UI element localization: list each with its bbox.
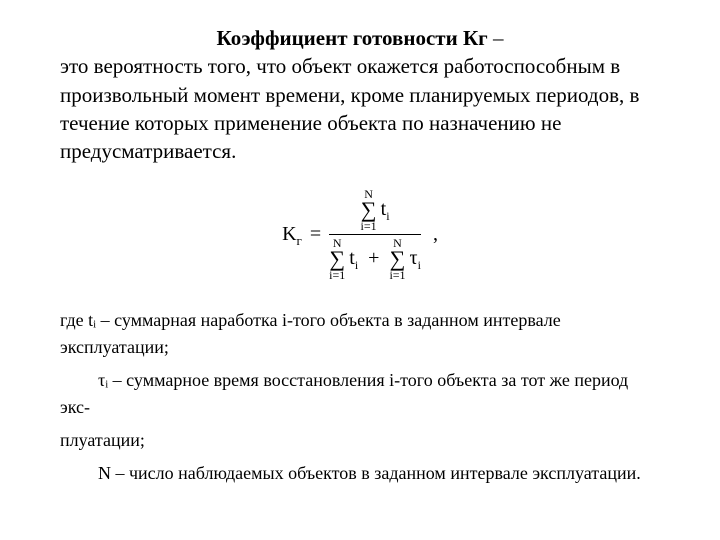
var-t-sub: i: [386, 209, 389, 223]
numerator: N ∑ i=1 ti: [361, 188, 390, 232]
lhs-base: K: [282, 223, 296, 245]
denominator: N ∑ i=1 ti + N ∑ i=1: [329, 237, 421, 281]
equals-sign: =: [310, 223, 321, 246]
formula-block: Kг = N ∑ i=1 ti: [60, 188, 660, 281]
sum-symbol: N ∑ i=1: [361, 188, 377, 232]
legend-line-2a: τᵢ – суммарное время восстановления i-то…: [60, 367, 660, 421]
denominator-term-2: N ∑ i=1 τi: [389, 237, 421, 281]
fraction-bar: [329, 234, 421, 235]
sum-lower: i=1: [329, 269, 345, 281]
var-t: ti: [381, 198, 390, 221]
legend-block: где tᵢ – суммарная наработка i-того объе…: [60, 307, 660, 487]
sum-symbol: N ∑ i=1: [329, 237, 345, 281]
plus-sign: +: [368, 247, 379, 270]
legend-line-1: где tᵢ – суммарная наработка i-того объе…: [60, 307, 660, 361]
var-tau-base: τ: [410, 247, 418, 269]
title-bold: Коэффициент готовности Кг: [217, 26, 488, 50]
document-page: Коэффициент готовности Кг – это вероятно…: [0, 0, 720, 540]
formula: Kг = N ∑ i=1 ti: [282, 188, 438, 281]
var-t: ti: [349, 247, 358, 270]
trailing-comma: ,: [433, 223, 438, 246]
fraction: N ∑ i=1 ti N ∑: [329, 188, 421, 281]
sum-symbol: N ∑ i=1: [389, 237, 405, 281]
sum-lower: i=1: [361, 220, 377, 232]
numerator-term: N ∑ i=1 ti: [361, 188, 390, 232]
denominator-term-1: N ∑ i=1 ti: [329, 237, 358, 281]
sigma-glyph: ∑: [329, 248, 345, 270]
title-line: Коэффициент готовности Кг –: [60, 24, 660, 52]
definition-paragraph: это вероятность того, что объект окажетс…: [60, 52, 660, 165]
var-t-sub: i: [355, 258, 358, 272]
legend-line-3: N – число наблюдаемых объектов в заданно…: [60, 460, 660, 487]
lhs-sub: г: [297, 233, 302, 248]
title-dash: –: [488, 26, 504, 50]
sigma-glyph: ∑: [390, 248, 406, 270]
sum-lower: i=1: [389, 269, 405, 281]
sigma-glyph: ∑: [361, 199, 377, 221]
legend-line-2b: плуатации;: [60, 427, 660, 454]
var-tau-sub: i: [418, 258, 421, 272]
formula-lhs: Kг: [282, 223, 302, 246]
var-tau: τi: [410, 247, 421, 270]
